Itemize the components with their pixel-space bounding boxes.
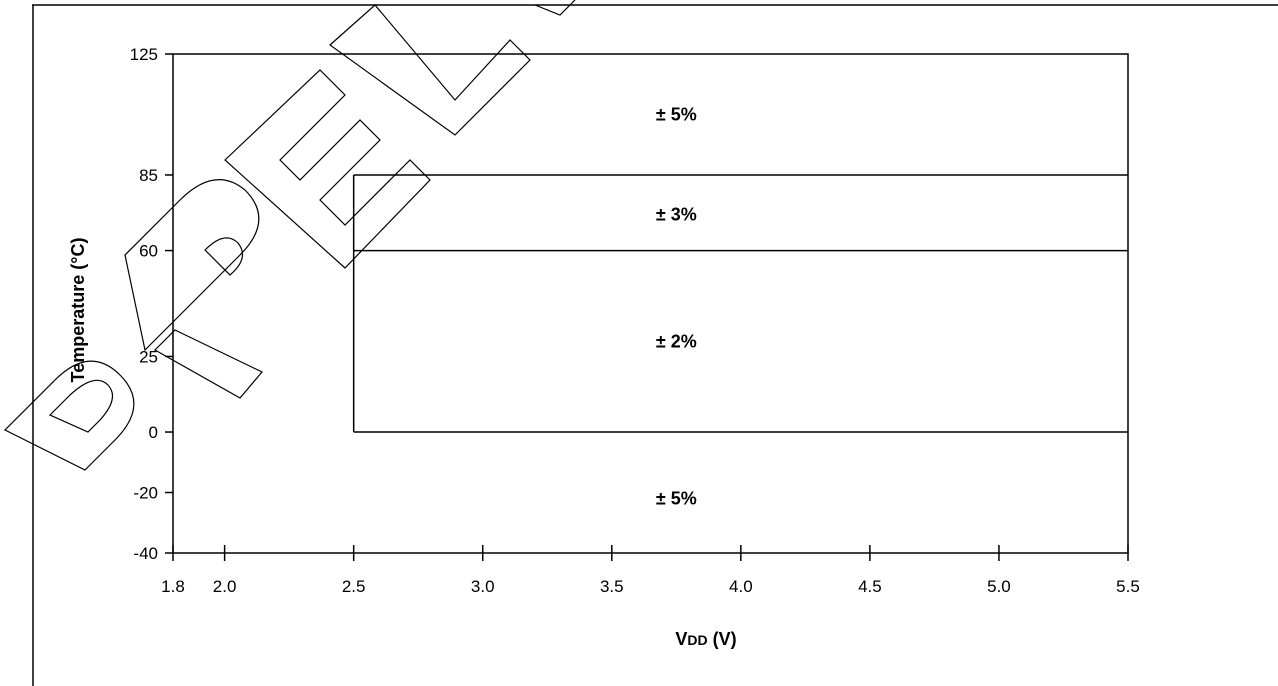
x-axis-title-main: V [675,629,687,649]
region-label: ± 3% [656,204,697,224]
x-tick-label: 1.8 [161,577,185,596]
y-tick-label: -40 [133,544,158,563]
accuracy-regions: ± 5% ± 3% ± 2% ± 5% [656,104,697,508]
y-tick-label: 125 [130,45,158,64]
plot-area [172,53,1129,554]
region-label: ± 2% [656,331,697,351]
y-tick-label: 60 [139,242,158,261]
x-tick-label: 2.5 [342,577,366,596]
x-tick-label: 5.0 [987,577,1011,596]
plot-frame [172,53,1129,554]
x-axis-title-subscript: DD [687,632,707,648]
watermark-letter-l [329,4,531,136]
watermark-letter-i [534,0,576,16]
x-tick-label: 4.0 [729,577,753,596]
y-tick-label: 85 [139,166,158,185]
y-axis-ticks: 125 85 60 25 0 -20 -40 [130,45,173,563]
region-label: ± 5% [656,489,697,509]
watermark-letter-p [3,360,135,471]
x-tick-label: 4.5 [858,577,882,596]
x-tick-label: 3.5 [600,577,624,596]
x-axis-ticks: 1.8 2.0 2.5 3.0 3.5 4.0 4.5 5.0 5.5 [161,545,1140,596]
x-axis-title-unit: (V) [708,629,737,649]
preliminary-watermark [3,0,576,471]
y-axis-title: Temperature (°C) [68,238,88,383]
y-tick-label: 0 [149,423,158,442]
watermark-letter-r [124,179,263,399]
x-tick-label: 2.0 [213,577,237,596]
x-axis-title: VDD (V) [675,629,736,649]
region-label: ± 5% [656,104,697,124]
watermark-letter-e [224,69,431,269]
y-tick-label: -20 [133,484,158,503]
x-tick-label: 5.5 [1116,577,1140,596]
y-tick-label: 25 [139,347,158,366]
x-tick-label: 3.0 [471,577,495,596]
